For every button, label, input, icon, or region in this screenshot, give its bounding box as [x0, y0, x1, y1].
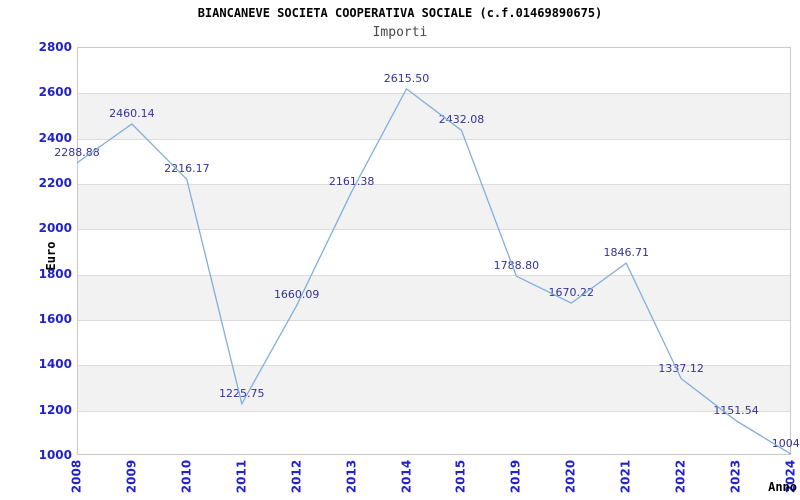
data-point-label: 1225.75: [219, 386, 265, 400]
plot-area: [77, 47, 791, 455]
y-tick-label: 1800: [38, 266, 72, 281]
x-tick-label: 2023: [728, 459, 743, 494]
y-tick-label: 2800: [38, 40, 72, 54]
data-point-label: 1670.22: [548, 286, 595, 300]
data-point-label: 2161.38: [328, 174, 375, 188]
data-point-label: 1788.80: [493, 259, 540, 273]
gridline: [78, 410, 790, 412]
chart-title: BIANCANEVE SOCIETA COOPERATIVA SOCIALE (…: [197, 6, 603, 20]
x-tick-label: 2013: [344, 459, 359, 494]
data-point-label: 2615.50: [383, 71, 430, 85]
x-tick-label: 2021: [618, 459, 633, 494]
data-point-label: 2216.17: [164, 162, 210, 176]
data-point-label: 2432.08: [438, 113, 485, 127]
x-tick-label: 2022: [673, 459, 688, 494]
x-tick-label: 2015: [453, 459, 468, 494]
x-tick-label: 2011: [234, 459, 249, 494]
y-tick-label: 2000: [38, 221, 72, 236]
gridline: [78, 93, 790, 95]
y-tick-label: 1200: [38, 402, 72, 417]
data-point-label: 1337.12: [658, 361, 704, 375]
background-band: [78, 184, 790, 230]
y-tick-label: 1600: [38, 312, 72, 326]
data-point-label: 2460.14: [109, 107, 155, 121]
y-axis-title: Euro: [44, 241, 58, 271]
x-tick-label: 2019: [508, 459, 523, 494]
data-point-label: 1004.0: [771, 437, 800, 451]
x-tick-label: 2012: [289, 459, 304, 494]
chart-subtitle: Importi: [372, 25, 428, 40]
y-tick-label: 1000: [38, 448, 72, 462]
data-point-label: 2288.88: [54, 145, 100, 159]
y-tick-label: 2200: [38, 176, 72, 190]
gridline: [78, 184, 790, 185]
x-tick-label: 2014: [399, 459, 414, 494]
gridline: [78, 138, 790, 140]
data-point-label: 1660.09: [273, 288, 320, 302]
y-tick-label: 1400: [38, 357, 72, 372]
gridline: [78, 320, 790, 321]
x-tick-label: 2020: [563, 459, 578, 494]
gridline: [78, 229, 790, 231]
data-point-label: 1846.71: [603, 246, 649, 260]
data-point-label: 1151.54: [713, 403, 759, 417]
y-tick-label: 2400: [38, 130, 72, 145]
x-tick-label: 2009: [124, 459, 139, 494]
gridline: [78, 274, 790, 276]
background-band: [78, 274, 790, 320]
y-tick-label: 2600: [38, 85, 72, 100]
x-tick-label: 2010: [179, 459, 194, 494]
x-tick-label: 2008: [69, 459, 84, 494]
x-axis-title: Anno: [768, 480, 797, 494]
